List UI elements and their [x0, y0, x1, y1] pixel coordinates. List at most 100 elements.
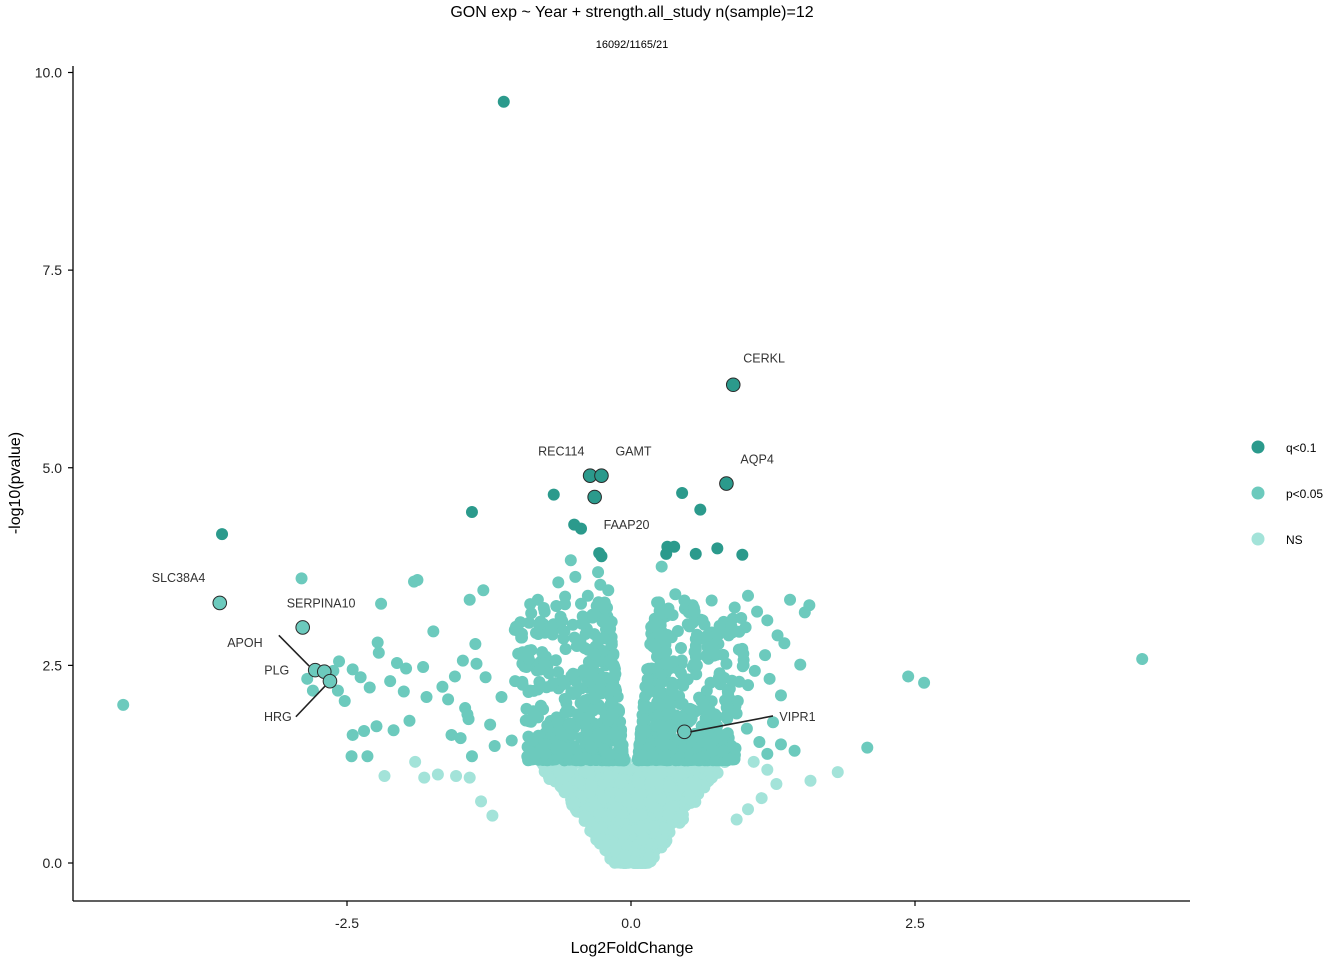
data-point-p-0-05 — [759, 649, 772, 662]
data-point-p-0-05 — [301, 672, 314, 685]
leader-hrg — [295, 685, 326, 718]
axis-ticks: 0.0 2.5 5.0 7.5 10.0 -2.5 0.0 2.5 — [35, 65, 925, 932]
points-layer — [117, 95, 1149, 869]
data-point-q-0-1 — [595, 550, 608, 563]
data-point — [637, 749, 650, 762]
data-point-p-0-05 — [522, 653, 535, 666]
data-point-p-0-05 — [803, 599, 816, 612]
data-point-p-0-05 — [358, 724, 371, 737]
data-point-p-0-05 — [527, 705, 540, 718]
legend-key-p-0-05 — [1251, 486, 1265, 500]
gene-labels: CERKL REC114 GAMT AQP4 FAAP20 SLC38A4 SERPINA1… — [152, 352, 816, 724]
data-point-p-0-05 — [718, 728, 731, 741]
x-tick-label: -2.5 — [335, 915, 359, 931]
data-point — [556, 615, 569, 627]
data-point — [701, 629, 713, 642]
data-point-q-0-1 — [694, 503, 707, 516]
labelled-point-serpina10 — [295, 620, 310, 635]
data-point — [573, 775, 586, 788]
data-point-p-0-05 — [704, 676, 717, 689]
data-point — [522, 644, 535, 657]
data-point — [717, 745, 730, 758]
data-point-p-0-05 — [713, 667, 726, 680]
data-point-p-0-05 — [436, 680, 449, 693]
data-point — [631, 856, 644, 869]
data-point — [667, 800, 680, 813]
data-point-q-0-1 — [660, 547, 673, 560]
data-point-ns — [418, 771, 431, 784]
data-point — [642, 662, 655, 675]
chart-title: GON exp ~ Year + strength.all_study n(sa… — [450, 4, 813, 21]
data-point-p-0-05 — [531, 593, 544, 606]
data-point-p-0-05 — [861, 741, 874, 754]
data-point-p-0-05 — [456, 654, 469, 667]
data-point — [589, 754, 602, 766]
data-point-p-0-05 — [575, 597, 588, 610]
data-point-p-0-05 — [690, 659, 703, 672]
data-point — [533, 663, 546, 676]
data-point-p-0-05 — [346, 663, 359, 676]
data-point-p-0-05 — [505, 734, 518, 747]
data-point — [721, 685, 734, 698]
data-point — [592, 727, 605, 740]
data-point — [653, 698, 666, 710]
data-point — [656, 821, 669, 834]
y-tick-label: 10.0 — [35, 65, 62, 81]
data-point-p-0-05 — [400, 662, 413, 675]
data-point-p-0-05 — [354, 671, 367, 684]
x-tick-label: 0.0 — [621, 915, 641, 931]
data-point — [646, 749, 659, 762]
data-point-p-0-05 — [761, 614, 774, 627]
y-tick-label: 2.5 — [43, 657, 63, 673]
data-point-p-0-05 — [751, 605, 764, 618]
data-point-p-0-05 — [370, 720, 383, 733]
data-point — [677, 679, 690, 692]
data-point-p-0-05 — [794, 658, 807, 671]
label-leader-lines — [278, 634, 774, 733]
gene-label-serpina10: SERPINA10 — [287, 596, 356, 610]
data-point — [527, 734, 539, 747]
data-point — [561, 703, 574, 716]
data-point-p-0-05 — [696, 614, 709, 627]
data-point — [588, 798, 601, 810]
labelled-point-cerkl — [725, 377, 741, 393]
data-point-p-0-05 — [363, 681, 376, 694]
data-point-p-0-05 — [372, 646, 385, 659]
data-point-p-0-05 — [709, 708, 722, 721]
data-point-ns — [730, 813, 743, 826]
data-point-p-0-05 — [678, 594, 691, 607]
data-point — [558, 625, 571, 638]
gene-label-cerkl: CERKL — [743, 352, 785, 366]
data-point-ns — [831, 766, 844, 779]
data-point-ns — [409, 755, 422, 768]
data-point-p-0-05 — [515, 627, 528, 640]
data-point — [617, 827, 630, 840]
data-point-p-0-05 — [295, 572, 308, 585]
gene-label-rec114: REC114 — [538, 445, 584, 459]
data-point-p-0-05 — [681, 618, 694, 631]
data-point — [609, 668, 622, 680]
data-point — [588, 628, 601, 641]
data-point — [539, 738, 552, 750]
data-point — [584, 741, 597, 754]
data-point-p-0-05 — [684, 702, 697, 715]
data-point — [639, 724, 652, 737]
gene-label-vipr1: VIPR1 — [779, 710, 815, 724]
labelled-point-vipr1 — [677, 724, 692, 740]
data-point — [637, 832, 650, 845]
data-point-p-0-05 — [463, 593, 476, 606]
data-point — [571, 708, 584, 721]
data-point — [647, 769, 659, 782]
data-point-p-0-05 — [390, 657, 403, 670]
data-point — [694, 752, 707, 765]
leader-apoh — [278, 634, 310, 667]
data-point — [655, 667, 668, 680]
data-point-p-0-05 — [784, 593, 797, 606]
data-point — [568, 796, 581, 809]
data-point-ns — [475, 795, 488, 808]
gene-label-gamt: GAMT — [615, 445, 651, 459]
data-point-ns — [742, 803, 755, 816]
data-point — [642, 683, 655, 696]
data-point — [585, 780, 598, 792]
